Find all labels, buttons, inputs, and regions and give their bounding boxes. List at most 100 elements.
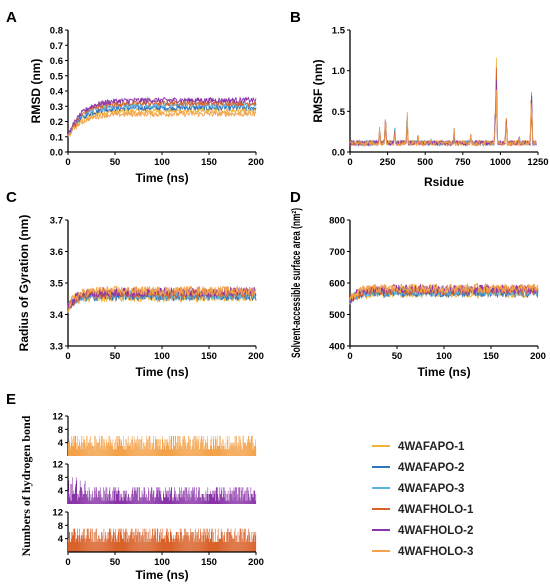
hbond-bar	[108, 532, 109, 552]
hbond-bar	[191, 490, 193, 504]
hbond-bar	[216, 436, 218, 456]
hbond-bar	[212, 449, 214, 456]
hbond-bar	[115, 535, 116, 552]
hbond-bar	[239, 535, 240, 552]
hbond-bar	[165, 497, 167, 504]
hbond-bar	[142, 494, 144, 504]
hbond-bar	[248, 494, 250, 504]
hbond-bar	[179, 538, 180, 552]
hbond-bar	[173, 497, 174, 504]
hbond-bar	[247, 535, 249, 552]
y-axis-title: Solvent-accessible surface area (nm²)	[289, 208, 303, 358]
hbond-bar	[217, 446, 219, 456]
hbond-bar	[244, 532, 246, 552]
hbond-bar	[171, 436, 172, 456]
hbond-bar	[167, 442, 169, 456]
hbond-bar	[141, 439, 142, 456]
hbond-bar	[231, 494, 232, 504]
hbond-bar	[113, 532, 115, 552]
hbond-bar	[138, 542, 139, 552]
hbond-bar	[138, 487, 140, 504]
hbond-bar	[104, 500, 106, 504]
x-tick-label: 200	[248, 557, 264, 568]
hbond-bar	[211, 497, 213, 504]
hbond-bar	[219, 538, 221, 552]
hbond-bar	[183, 535, 185, 552]
hbond-bar	[142, 528, 144, 552]
hbond-bar	[173, 494, 175, 504]
hbond-bar	[113, 487, 114, 504]
hbond-bar	[162, 538, 164, 552]
hbond-bar	[120, 446, 122, 456]
hbond-bar	[179, 436, 181, 456]
hbond-bar	[115, 449, 117, 456]
hbond-bar	[112, 538, 113, 552]
hbond-bar	[224, 449, 225, 456]
hbond-bar	[107, 497, 109, 504]
hbond-bar	[132, 449, 134, 456]
hbond-bar	[148, 449, 149, 456]
hbond-bar	[150, 542, 151, 552]
hbond-bar	[137, 436, 138, 456]
hbond-bar	[214, 528, 216, 552]
hbond-bar	[186, 487, 187, 504]
hbond-bar	[195, 442, 197, 456]
hbond-bar	[208, 494, 209, 504]
hbond-bar	[140, 497, 141, 504]
hbond-bar	[207, 442, 209, 456]
y-tick-label: 600	[329, 279, 345, 290]
hbond-bar	[175, 538, 176, 552]
hbond-bar	[115, 439, 116, 456]
y-tick-label: 3.4	[50, 310, 64, 321]
x-tick-label: 50	[110, 351, 121, 362]
hbond-bar	[183, 497, 185, 504]
hbond-bar	[134, 446, 135, 456]
hbond-bar	[232, 538, 233, 552]
hbond-bar	[93, 532, 95, 552]
hbond-bar	[125, 449, 127, 456]
hbond-bar	[167, 490, 169, 504]
hbond-bar	[164, 538, 166, 552]
hbond-bar	[190, 439, 191, 456]
hbond-bar	[98, 490, 99, 504]
hbond-bar	[111, 446, 112, 456]
hbond-bar	[85, 446, 87, 456]
hbond-bar	[88, 487, 90, 504]
hbond-bar	[162, 449, 164, 456]
hbond-bar	[85, 535, 87, 552]
hbond-bar	[239, 487, 241, 504]
hbond-bar	[95, 436, 96, 456]
hbond-bar	[221, 446, 222, 456]
hbond-bar	[189, 535, 191, 552]
hbond-bar	[202, 542, 203, 552]
hbond-bar	[179, 528, 181, 552]
hbond-bar	[160, 494, 161, 504]
hbond-bar	[111, 542, 113, 552]
hbond-bar	[138, 500, 139, 504]
hbond-bar	[239, 446, 240, 456]
hbond-bar	[160, 528, 162, 552]
hbond-bar	[97, 497, 98, 504]
hbond-bar	[253, 532, 255, 552]
hbond-bar	[126, 532, 128, 552]
hbond-bar	[141, 436, 143, 456]
hbond-bar	[103, 542, 104, 552]
hbond-bar	[178, 446, 180, 456]
hbond-bar	[70, 436, 72, 456]
hbond-bar	[92, 528, 93, 552]
hbond-bar	[194, 449, 195, 456]
hbond-bar	[107, 494, 108, 504]
hbond-bar	[151, 535, 153, 552]
hbond-bar	[125, 542, 127, 552]
hbond-bar	[161, 497, 162, 504]
hbond-bar	[99, 439, 101, 456]
series-line-4wafholo-3	[67, 109, 257, 137]
hbond-bar	[205, 490, 207, 504]
hbond-bar	[121, 497, 123, 504]
hbond-bar	[217, 446, 218, 456]
hbond-bar	[110, 439, 112, 456]
hbond-bar	[115, 487, 117, 504]
hbond-bar	[143, 442, 144, 456]
hbond-bar	[90, 500, 92, 504]
hbond-bar	[161, 538, 163, 552]
